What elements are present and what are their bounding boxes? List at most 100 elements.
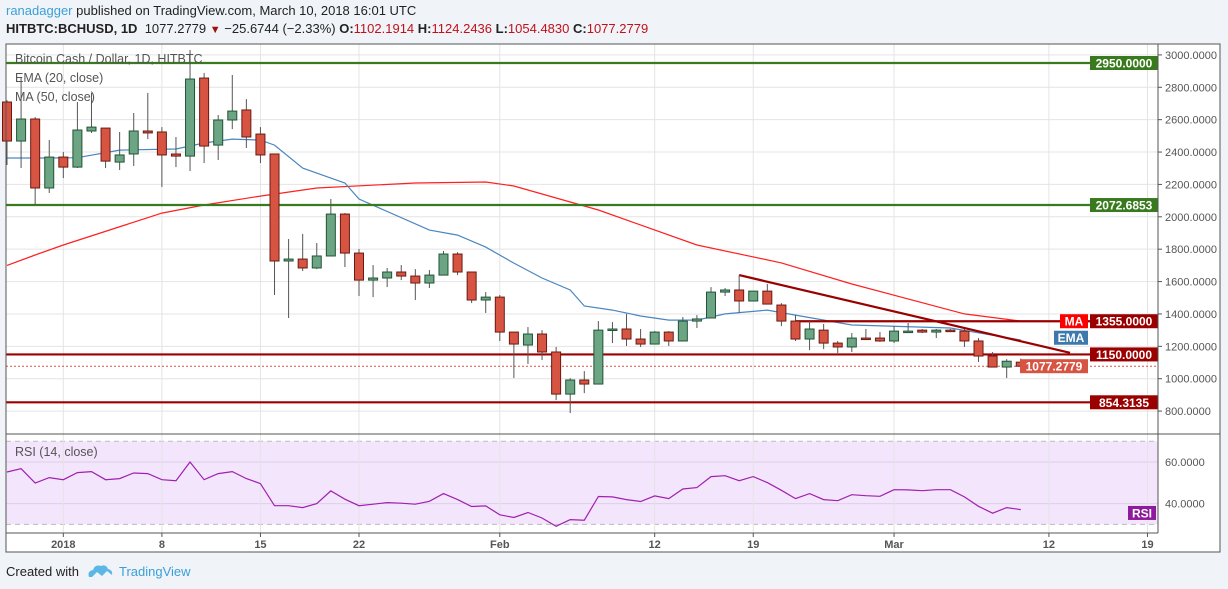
candle-up	[86, 92, 97, 133]
candle-down	[551, 346, 562, 401]
candle-body	[790, 320, 801, 340]
tradingview-link[interactable]: TradingView	[87, 563, 191, 579]
author-link[interactable]: ranadagger	[6, 3, 73, 18]
candle-body	[551, 351, 562, 395]
date-tick-label: 12	[1043, 539, 1055, 551]
date-tick-label: Mar	[884, 539, 904, 551]
price-change: −25.6744 (−2.33%)	[224, 21, 336, 36]
candle-body	[142, 130, 153, 134]
candle-down	[832, 340, 843, 354]
candle-body	[1001, 360, 1012, 368]
candle-body	[283, 258, 294, 262]
candle-up	[227, 74, 238, 130]
candle-down	[142, 92, 153, 140]
rsi-band	[6, 441, 1158, 525]
candle-down	[537, 330, 548, 361]
candle-body	[30, 118, 41, 189]
level-price-label-box	[1090, 314, 1158, 329]
low-value: 1054.4830	[507, 21, 570, 36]
candle-body	[917, 329, 928, 333]
high-label: H:	[417, 21, 432, 36]
rsi-line	[6, 461, 1021, 527]
candle-down	[734, 275, 745, 313]
candle-body	[691, 318, 702, 322]
candle-body	[86, 126, 97, 132]
candle-body	[269, 153, 280, 262]
candle-body	[832, 342, 843, 348]
candle-up	[44, 140, 55, 194]
rsi-tick-label: 60.0000	[1165, 457, 1205, 469]
candle-down	[959, 329, 970, 347]
candle-body	[368, 277, 379, 281]
candle-down	[452, 252, 463, 276]
price-tick-label: 2800.0000	[1165, 82, 1217, 94]
candle-body	[649, 331, 660, 345]
level-price-label-box	[1090, 395, 1158, 410]
price-tick-label: 3000.0000	[1165, 50, 1217, 62]
candle-body	[860, 337, 871, 341]
price-tick-label: 1400.0000	[1165, 309, 1217, 321]
candle-body	[424, 274, 435, 284]
candle-body	[621, 328, 632, 340]
ma-legend: MA (50, close)	[15, 90, 95, 104]
ema-tag-box	[1054, 330, 1088, 345]
symbol-info: HITBTC:BCHUSD, 1D 1077.2779 ▼ −25.6744 (…	[6, 21, 648, 36]
ma-tag-box	[1060, 314, 1088, 329]
date-tick-label: 8	[159, 539, 165, 551]
candle-body	[494, 296, 505, 333]
candle-down	[2, 100, 12, 165]
candle-body	[438, 253, 449, 276]
price-tick-label: 800.0000	[1165, 406, 1211, 418]
date-tick-label: 12	[649, 539, 661, 551]
candle-body	[311, 255, 322, 269]
level-price-label-box	[1090, 198, 1158, 213]
candle-down	[156, 127, 167, 188]
rsi-tag-box	[1128, 505, 1156, 520]
candle-body	[762, 290, 773, 305]
candle-body	[903, 330, 914, 334]
candle-down	[790, 315, 801, 341]
candle-body	[199, 77, 210, 147]
candle-down	[466, 271, 477, 304]
candle-up	[128, 113, 139, 166]
price-tick-label: 1800.0000	[1165, 244, 1217, 256]
date-tick-label: 22	[353, 539, 365, 551]
candle-down	[354, 249, 364, 296]
candle-body	[931, 329, 942, 333]
open-label: O:	[339, 21, 354, 36]
candle-up	[691, 315, 702, 329]
open-value: 1102.1914	[353, 21, 415, 36]
rsi-tag: RSI	[1132, 506, 1152, 520]
candle-up	[368, 265, 379, 298]
level-price-label: 2072.6853	[1096, 199, 1153, 213]
candle-down	[860, 329, 871, 341]
candle-up	[565, 378, 576, 414]
candle-body	[16, 118, 27, 142]
close-value: 1077.2779	[586, 21, 649, 36]
candle-body	[677, 320, 688, 342]
candle-body	[466, 271, 477, 301]
candle-up	[114, 131, 125, 171]
price-tick-label: 1600.0000	[1165, 277, 1217, 289]
candle-up	[185, 50, 196, 171]
candle-down	[30, 117, 41, 205]
candle-up	[846, 333, 857, 352]
candle-down	[396, 265, 407, 281]
candle-down	[776, 303, 787, 327]
symbol: HITBTC:BCHUSD, 1D	[6, 21, 138, 36]
date-tick-label: 15	[254, 539, 266, 551]
last-price-label-box	[1020, 359, 1088, 374]
ma-tag: MA	[1065, 315, 1084, 329]
chart-title: Bitcoin Cash / Dollar, 1D, HITBTC	[15, 52, 203, 66]
candle-down	[945, 329, 956, 333]
publish-text: published on TradingView.com, March 10, …	[76, 3, 417, 18]
candle-body	[607, 328, 618, 332]
level-price-label: 1355.0000	[1096, 315, 1153, 329]
candle-down	[663, 331, 674, 347]
close-label: C:	[573, 21, 587, 36]
candle-body	[72, 129, 83, 168]
ma50-line	[6, 181, 1021, 322]
candle-up	[424, 270, 435, 289]
candle-body	[734, 289, 745, 302]
